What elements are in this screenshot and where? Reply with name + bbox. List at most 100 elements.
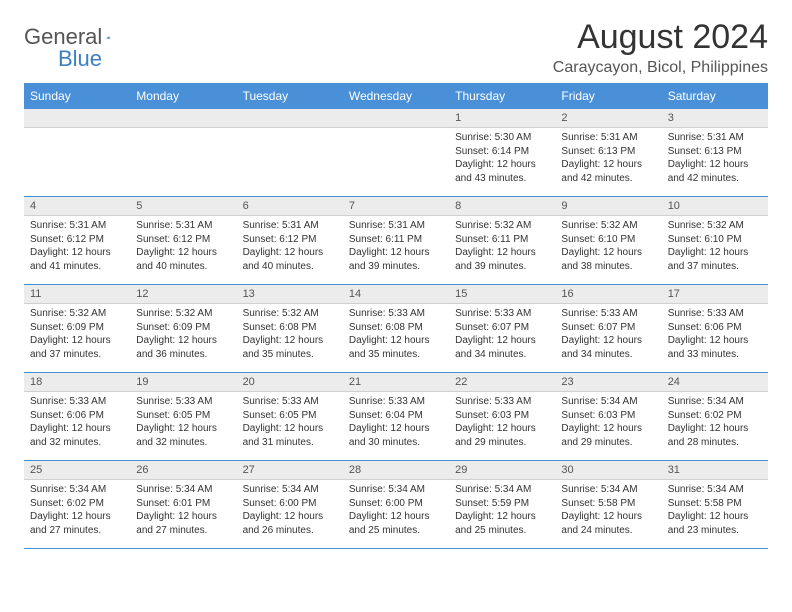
cell-body: Sunrise: 5:34 AMSunset: 6:02 PMDaylight:… [24, 480, 130, 540]
brand-logo: General Blue [24, 24, 132, 50]
sunrise-text: Sunrise: 5:33 AM [136, 395, 230, 409]
brand-triangle-icon [106, 28, 110, 46]
calendar-cell: 25Sunrise: 5:34 AMSunset: 6:02 PMDayligh… [24, 461, 130, 549]
calendar-cell: 2Sunrise: 5:31 AMSunset: 6:13 PMDaylight… [555, 109, 661, 197]
daylight-text: Daylight: 12 hours and 40 minutes. [243, 246, 337, 273]
sunrise-text: Sunrise: 5:32 AM [243, 307, 337, 321]
cell-body: Sunrise: 5:34 AMSunset: 6:02 PMDaylight:… [662, 392, 768, 452]
daylight-text: Daylight: 12 hours and 29 minutes. [561, 422, 655, 449]
cell-body: Sunrise: 5:33 AMSunset: 6:05 PMDaylight:… [130, 392, 236, 452]
calendar-cell: 18Sunrise: 5:33 AMSunset: 6:06 PMDayligh… [24, 373, 130, 461]
sunset-text: Sunset: 6:13 PM [561, 145, 655, 159]
cell-body: Sunrise: 5:34 AMSunset: 6:01 PMDaylight:… [130, 480, 236, 540]
daylight-text: Daylight: 12 hours and 35 minutes. [349, 334, 443, 361]
day-number: 22 [449, 373, 555, 392]
cell-body: Sunrise: 5:32 AMSunset: 6:08 PMDaylight:… [237, 304, 343, 364]
daylight-text: Daylight: 12 hours and 38 minutes. [561, 246, 655, 273]
cell-body: Sunrise: 5:33 AMSunset: 6:06 PMDaylight:… [24, 392, 130, 452]
calendar-cell: 29Sunrise: 5:34 AMSunset: 5:59 PMDayligh… [449, 461, 555, 549]
sunrise-text: Sunrise: 5:31 AM [136, 219, 230, 233]
sunrise-text: Sunrise: 5:34 AM [455, 483, 549, 497]
cell-body: Sunrise: 5:34 AMSunset: 6:00 PMDaylight:… [343, 480, 449, 540]
day-number [343, 109, 449, 128]
calendar-cell: 3Sunrise: 5:31 AMSunset: 6:13 PMDaylight… [662, 109, 768, 197]
daylight-text: Daylight: 12 hours and 32 minutes. [136, 422, 230, 449]
sunset-text: Sunset: 6:02 PM [668, 409, 762, 423]
daylight-text: Daylight: 12 hours and 33 minutes. [668, 334, 762, 361]
daylight-text: Daylight: 12 hours and 25 minutes. [455, 510, 549, 537]
sunrise-text: Sunrise: 5:31 AM [349, 219, 443, 233]
day-number: 6 [237, 197, 343, 216]
sunset-text: Sunset: 6:09 PM [136, 321, 230, 335]
day-number: 25 [24, 461, 130, 480]
sunset-text: Sunset: 6:12 PM [243, 233, 337, 247]
daylight-text: Daylight: 12 hours and 29 minutes. [455, 422, 549, 449]
day-header: Friday [555, 84, 661, 109]
cell-body: Sunrise: 5:34 AMSunset: 5:59 PMDaylight:… [449, 480, 555, 540]
calendar-cell [237, 109, 343, 197]
page-title: August 2024 [553, 18, 768, 57]
cell-body: Sunrise: 5:34 AMSunset: 5:58 PMDaylight:… [662, 480, 768, 540]
sunrise-text: Sunrise: 5:33 AM [668, 307, 762, 321]
calendar-cell: 10Sunrise: 5:32 AMSunset: 6:10 PMDayligh… [662, 197, 768, 285]
cell-body: Sunrise: 5:33 AMSunset: 6:03 PMDaylight:… [449, 392, 555, 452]
calendar-cell: 20Sunrise: 5:33 AMSunset: 6:05 PMDayligh… [237, 373, 343, 461]
day-header: Wednesday [343, 84, 449, 109]
cell-body: Sunrise: 5:31 AMSunset: 6:12 PMDaylight:… [130, 216, 236, 276]
cell-body [130, 128, 236, 134]
cell-body: Sunrise: 5:31 AMSunset: 6:11 PMDaylight:… [343, 216, 449, 276]
cell-body: Sunrise: 5:33 AMSunset: 6:07 PMDaylight:… [555, 304, 661, 364]
daylight-text: Daylight: 12 hours and 23 minutes. [668, 510, 762, 537]
calendar-cell: 4Sunrise: 5:31 AMSunset: 6:12 PMDaylight… [24, 197, 130, 285]
calendar-cell: 8Sunrise: 5:32 AMSunset: 6:11 PMDaylight… [449, 197, 555, 285]
sunrise-text: Sunrise: 5:31 AM [668, 131, 762, 145]
sunset-text: Sunset: 5:59 PM [455, 497, 549, 511]
day-number: 23 [555, 373, 661, 392]
day-number: 26 [130, 461, 236, 480]
cell-body: Sunrise: 5:31 AMSunset: 6:12 PMDaylight:… [237, 216, 343, 276]
sunset-text: Sunset: 6:11 PM [455, 233, 549, 247]
day-header-row: Sunday Monday Tuesday Wednesday Thursday… [24, 84, 768, 109]
sunrise-text: Sunrise: 5:33 AM [349, 395, 443, 409]
calendar-cell: 7Sunrise: 5:31 AMSunset: 6:11 PMDaylight… [343, 197, 449, 285]
sunrise-text: Sunrise: 5:33 AM [455, 307, 549, 321]
day-number: 7 [343, 197, 449, 216]
sunrise-text: Sunrise: 5:33 AM [349, 307, 443, 321]
daylight-text: Daylight: 12 hours and 28 minutes. [668, 422, 762, 449]
daylight-text: Daylight: 12 hours and 31 minutes. [243, 422, 337, 449]
daylight-text: Daylight: 12 hours and 25 minutes. [349, 510, 443, 537]
sunrise-text: Sunrise: 5:34 AM [668, 395, 762, 409]
calendar-cell: 9Sunrise: 5:32 AMSunset: 6:10 PMDaylight… [555, 197, 661, 285]
calendar-cell: 15Sunrise: 5:33 AMSunset: 6:07 PMDayligh… [449, 285, 555, 373]
day-number: 31 [662, 461, 768, 480]
day-number: 5 [130, 197, 236, 216]
day-number [237, 109, 343, 128]
calendar-cell: 6Sunrise: 5:31 AMSunset: 6:12 PMDaylight… [237, 197, 343, 285]
day-number: 2 [555, 109, 661, 128]
location-text: Caraycayon, Bicol, Philippines [553, 59, 768, 77]
calendar-row: 25Sunrise: 5:34 AMSunset: 6:02 PMDayligh… [24, 461, 768, 549]
daylight-text: Daylight: 12 hours and 37 minutes. [668, 246, 762, 273]
daylight-text: Daylight: 12 hours and 24 minutes. [561, 510, 655, 537]
calendar-cell: 21Sunrise: 5:33 AMSunset: 6:04 PMDayligh… [343, 373, 449, 461]
sunset-text: Sunset: 6:12 PM [30, 233, 124, 247]
calendar-cell [343, 109, 449, 197]
cell-body: Sunrise: 5:33 AMSunset: 6:08 PMDaylight:… [343, 304, 449, 364]
sunset-text: Sunset: 6:11 PM [349, 233, 443, 247]
day-number: 16 [555, 285, 661, 304]
sunset-text: Sunset: 6:05 PM [136, 409, 230, 423]
calendar-cell: 31Sunrise: 5:34 AMSunset: 5:58 PMDayligh… [662, 461, 768, 549]
daylight-text: Daylight: 12 hours and 43 minutes. [455, 158, 549, 185]
day-header: Monday [130, 84, 236, 109]
day-number: 1 [449, 109, 555, 128]
calendar-cell: 16Sunrise: 5:33 AMSunset: 6:07 PMDayligh… [555, 285, 661, 373]
cell-body [343, 128, 449, 134]
day-number: 19 [130, 373, 236, 392]
cell-body: Sunrise: 5:31 AMSunset: 6:13 PMDaylight:… [662, 128, 768, 188]
sunrise-text: Sunrise: 5:32 AM [455, 219, 549, 233]
day-number: 13 [237, 285, 343, 304]
cell-body: Sunrise: 5:33 AMSunset: 6:06 PMDaylight:… [662, 304, 768, 364]
cell-body: Sunrise: 5:31 AMSunset: 6:13 PMDaylight:… [555, 128, 661, 188]
day-number: 14 [343, 285, 449, 304]
daylight-text: Daylight: 12 hours and 42 minutes. [561, 158, 655, 185]
